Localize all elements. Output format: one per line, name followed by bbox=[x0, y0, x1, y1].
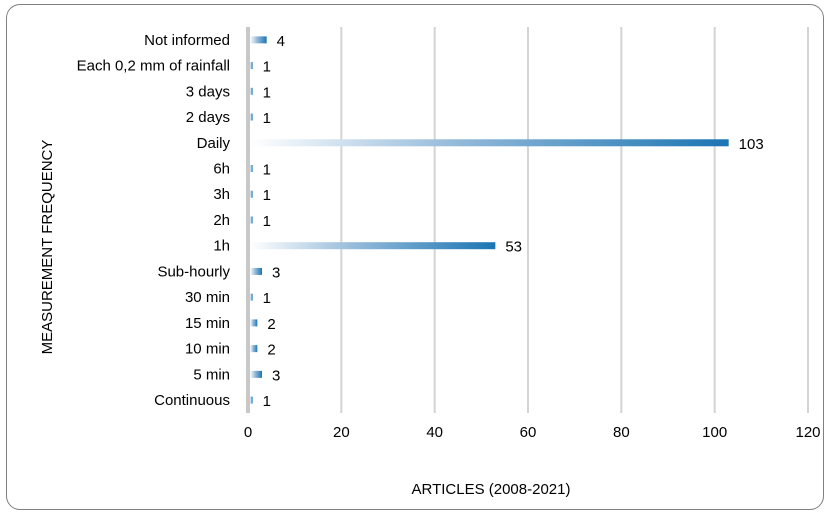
x-tick-label: 20 bbox=[333, 424, 350, 441]
data-label: 1 bbox=[263, 162, 271, 179]
data-label: 3 bbox=[272, 367, 280, 384]
data-label: 53 bbox=[505, 239, 522, 256]
x-tick-label: 80 bbox=[613, 424, 630, 441]
bar-0 bbox=[250, 36, 267, 44]
bar-8 bbox=[250, 242, 496, 250]
data-label: 1 bbox=[263, 393, 271, 410]
category-label: 5 min bbox=[193, 366, 230, 383]
category-label: 3h bbox=[213, 186, 230, 203]
x-tick-label: 120 bbox=[795, 424, 820, 441]
data-label: 1 bbox=[263, 59, 271, 76]
bar-11 bbox=[250, 319, 258, 327]
category-label: 10 min bbox=[185, 341, 230, 358]
category-label: Daily bbox=[197, 135, 231, 152]
category-label: 15 min bbox=[185, 315, 230, 332]
category-label: 6h bbox=[213, 161, 230, 178]
category-label: 2 days bbox=[186, 109, 230, 126]
category-labels: Not informed Each 0,2 mm of rainfall 3 day… bbox=[77, 32, 231, 409]
tick-labels: 0 20 40 60 80 100 120 bbox=[244, 424, 821, 441]
data-label: 1 bbox=[263, 110, 271, 127]
bar-5 bbox=[250, 165, 253, 173]
data-label: 2 bbox=[267, 342, 275, 359]
category-label: 3 days bbox=[186, 83, 230, 100]
bar-12 bbox=[250, 345, 258, 353]
category-label: Not informed bbox=[144, 32, 230, 49]
bar-6 bbox=[250, 190, 253, 198]
category-label: 30 min bbox=[185, 289, 230, 306]
bar-13 bbox=[250, 370, 262, 378]
category-label: Continuous bbox=[154, 392, 230, 409]
bars bbox=[250, 36, 729, 404]
x-tick-label: 100 bbox=[702, 424, 727, 441]
bar-2 bbox=[250, 87, 253, 95]
category-label: Sub-hourly bbox=[157, 263, 230, 280]
x-tick-label: 40 bbox=[426, 424, 443, 441]
data-label: 4 bbox=[277, 33, 285, 50]
bar-3 bbox=[250, 113, 253, 121]
bar-14 bbox=[250, 396, 253, 404]
data-label: 3 bbox=[272, 264, 280, 281]
category-label: 1h bbox=[213, 238, 230, 255]
data-label: 1 bbox=[263, 187, 271, 204]
bar-10 bbox=[250, 293, 253, 301]
x-tick-label: 60 bbox=[520, 424, 537, 441]
data-label: 1 bbox=[263, 290, 271, 307]
y-axis-title: MEASUREMENT FREQUENCY bbox=[39, 140, 56, 355]
chart-frame bbox=[6, 4, 824, 510]
bar-9 bbox=[250, 267, 262, 275]
gridlines bbox=[246, 27, 809, 413]
data-label: 103 bbox=[739, 136, 764, 153]
data-label: 1 bbox=[263, 213, 271, 230]
bar-4 bbox=[250, 139, 729, 147]
x-axis-title: ARTICLES (2008-2021) bbox=[412, 481, 571, 498]
bar-7 bbox=[250, 216, 253, 224]
bar-1 bbox=[250, 62, 253, 70]
data-label: 1 bbox=[263, 84, 271, 101]
category-label: Each 0,2 mm of rainfall bbox=[77, 58, 230, 75]
x-tick-label: 0 bbox=[244, 424, 252, 441]
category-label: 2h bbox=[213, 212, 230, 229]
data-label: 2 bbox=[267, 316, 275, 333]
